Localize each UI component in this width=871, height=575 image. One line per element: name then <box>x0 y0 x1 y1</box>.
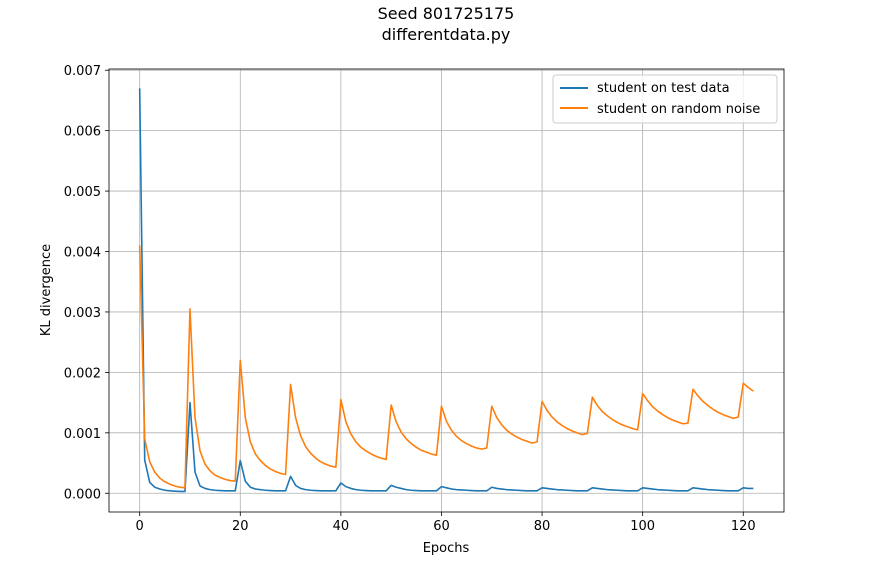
plot-frame <box>108 68 785 513</box>
x-tick-label: 80 <box>534 519 551 534</box>
y-tick-label: 0.007 <box>64 64 101 79</box>
legend: student on test data student on random n… <box>552 74 778 124</box>
series-line-test-data <box>138 88 754 493</box>
chart-title: Seed 801725175 <box>378 4 515 23</box>
series-layer <box>138 88 754 493</box>
x-tick-label: 40 <box>333 519 350 534</box>
y-axis-label: KL divergence <box>39 244 54 336</box>
y-tick-label: 0.004 <box>64 246 101 261</box>
legend-box <box>552 74 778 124</box>
y-tick-label: 0.006 <box>64 125 101 140</box>
x-tick-label: 0 <box>136 519 144 534</box>
x-tick-label: 100 <box>630 519 655 534</box>
legend-label-random-noise: student on random noise <box>597 102 760 117</box>
grid <box>109 69 784 512</box>
y-tick-label: 0.001 <box>64 427 101 442</box>
x-axis-label: Epochs <box>423 541 470 556</box>
y-tick-label: 0.003 <box>64 306 101 321</box>
series-line-random-noise <box>138 245 754 489</box>
ticks: 0 20 40 60 80 100 120 0.000 0.001 0.002 0.003 0.004… <box>64 64 756 534</box>
y-tick-label: 0.005 <box>64 185 101 200</box>
x-tick-label: 20 <box>232 519 249 534</box>
y-tick-label: 0.002 <box>64 366 101 381</box>
y-tick-label: 0.000 <box>64 487 101 502</box>
legend-label-test-data: student on test data <box>597 81 730 96</box>
chart-subtitle: differentdata.py <box>382 25 511 44</box>
x-tick-label: 120 <box>731 519 756 534</box>
x-tick-label: 60 <box>433 519 450 534</box>
